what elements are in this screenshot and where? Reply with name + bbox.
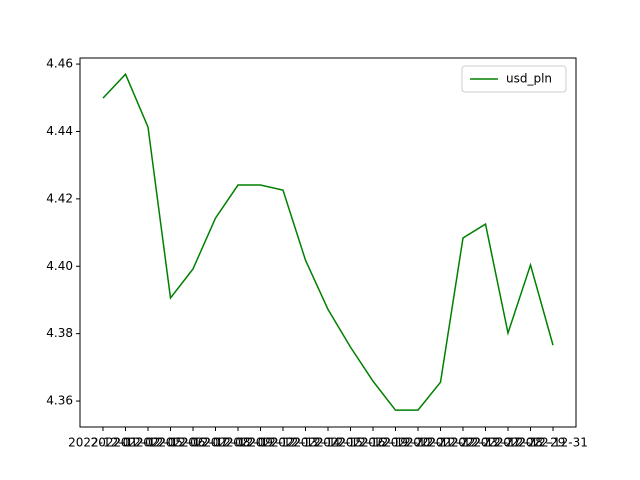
x-tick-label: 2022-12-01 xyxy=(68,436,138,450)
x-tick-label: 2022-12-31 xyxy=(518,436,588,450)
x-tick-label: 2022-12-07 xyxy=(158,436,228,450)
legend-label: usd_pln xyxy=(506,72,552,86)
x-tick-label: 2022-12-09 xyxy=(203,436,273,450)
x-tick-label: 2022-12-27 xyxy=(451,436,521,450)
x-tick-label: 2022-12-19 xyxy=(338,436,408,450)
plot-frame xyxy=(79,57,577,428)
line xyxy=(102,72,554,411)
x-tick-label: 2022-12-20 xyxy=(361,436,431,450)
y-tick-label: 4.42 xyxy=(46,191,73,205)
x-tick-label: 2022-12-05 xyxy=(113,436,183,450)
x-tick-label: 2022-12-06 xyxy=(136,436,206,450)
x-tick-label: 2022-12-02 xyxy=(91,436,161,450)
x-tick-label: 2022-12-28 xyxy=(473,436,543,450)
x-tick-label: 2022-12-22 xyxy=(406,436,476,450)
x-tick-label: 2022-12-08 xyxy=(181,436,251,450)
x-tick-label: 2022-12-29 xyxy=(496,436,566,450)
x-tick-label: 2022-12-12 xyxy=(226,436,296,450)
y-tick-label: 4.46 xyxy=(46,57,73,71)
y-tick-label: 4.36 xyxy=(46,394,73,408)
x-tick-label: 2022-12-23 xyxy=(428,436,498,450)
x-tick-label: 2022-12-13 xyxy=(248,436,318,450)
y-tick-label: 4.40 xyxy=(46,259,73,273)
x-tick-label: 2022-12-21 xyxy=(383,436,453,450)
y-tick-label: 4.38 xyxy=(46,326,73,340)
legend-box xyxy=(461,65,567,93)
x-tick-label: 2022-12-15 xyxy=(293,436,363,450)
x-tick-label: 2022-12-14 xyxy=(271,436,341,450)
x-tick-label: 2022-12-16 xyxy=(316,436,386,450)
y-tick-label: 4.44 xyxy=(46,124,73,138)
